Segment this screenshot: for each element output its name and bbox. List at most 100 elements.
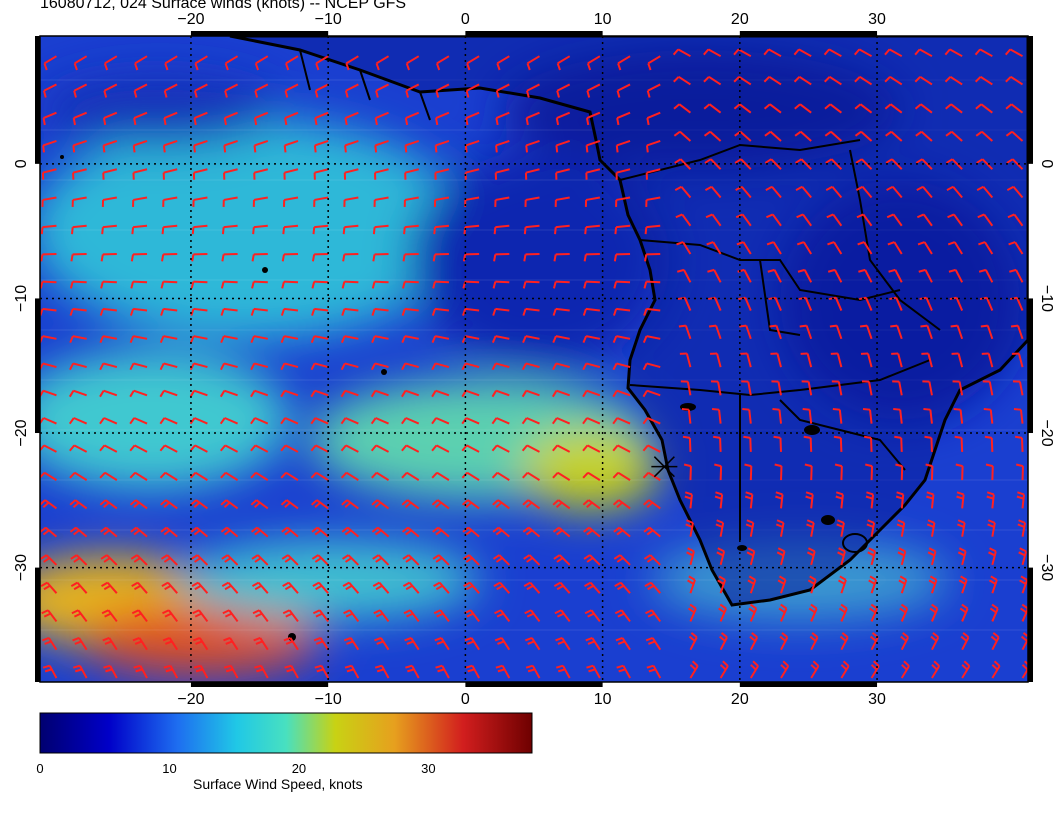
wind-barb bbox=[1012, 380, 1024, 396]
wind-barb bbox=[836, 519, 845, 537]
wind-barb bbox=[583, 253, 600, 262]
wind-barb bbox=[552, 526, 571, 538]
wind-barb bbox=[340, 471, 359, 481]
wind-barb bbox=[162, 609, 179, 623]
wind-barb bbox=[946, 185, 963, 199]
wind-barb bbox=[374, 140, 389, 153]
wind-barb bbox=[642, 417, 661, 425]
wind-barb bbox=[494, 168, 510, 180]
wind-barb bbox=[524, 168, 540, 180]
wind-barb bbox=[800, 352, 813, 368]
wind-barb bbox=[280, 389, 299, 398]
wind-barb bbox=[431, 307, 450, 316]
wind-barb bbox=[69, 307, 87, 316]
wind-barb bbox=[961, 660, 971, 679]
wind-barb bbox=[219, 417, 239, 425]
colorbar-tick-label: 20 bbox=[292, 761, 306, 776]
wind-barb bbox=[160, 280, 178, 289]
wind-barb bbox=[71, 609, 88, 623]
wind-barb bbox=[432, 253, 449, 262]
frame-bar-top bbox=[739, 31, 878, 36]
wind-barb bbox=[646, 111, 661, 126]
wind-barb bbox=[552, 499, 571, 510]
wind-barb bbox=[491, 389, 510, 398]
wind-barb bbox=[189, 389, 208, 398]
wind-barb bbox=[341, 526, 360, 538]
wind-barb bbox=[586, 83, 601, 98]
wind-barb bbox=[132, 140, 148, 153]
wind-barb bbox=[948, 268, 964, 283]
wind-barb bbox=[521, 362, 540, 371]
wind-barb bbox=[313, 140, 329, 153]
wind-barb bbox=[343, 636, 360, 651]
wind-barb bbox=[280, 499, 299, 510]
wind-barb bbox=[615, 140, 631, 153]
lat-tick-label-left: −30 bbox=[13, 554, 30, 581]
wind-barb bbox=[522, 335, 540, 343]
wind-barb bbox=[555, 140, 570, 153]
wind-barb bbox=[552, 471, 571, 481]
wind-barb bbox=[795, 185, 812, 199]
wind-barb bbox=[552, 362, 570, 371]
wind-barb bbox=[100, 526, 118, 538]
wind-barb bbox=[947, 213, 963, 227]
wind-barb bbox=[160, 307, 178, 316]
wind-barb bbox=[40, 224, 57, 235]
wind-barb bbox=[435, 664, 450, 679]
wind-barb bbox=[801, 380, 813, 396]
wind-barb bbox=[189, 444, 208, 453]
wind-barb bbox=[928, 575, 938, 594]
wind-barb bbox=[40, 526, 58, 538]
wind-barb bbox=[69, 526, 88, 538]
wind-barb bbox=[974, 48, 993, 58]
wind-barb bbox=[1013, 408, 1024, 424]
wind-barb bbox=[714, 463, 723, 481]
wind-barb bbox=[858, 268, 873, 283]
wind-barb bbox=[402, 554, 420, 566]
wind-barb bbox=[793, 48, 812, 58]
wind-barb bbox=[404, 140, 420, 153]
wind-barb bbox=[706, 241, 722, 255]
lon-tick-label-bottom: 10 bbox=[594, 691, 612, 708]
wind-barb bbox=[131, 609, 148, 623]
wind-barb bbox=[615, 196, 631, 207]
wind-barb bbox=[717, 575, 727, 594]
wind-barb bbox=[373, 196, 389, 207]
wind-barb bbox=[645, 609, 662, 623]
wind-barb bbox=[552, 307, 570, 316]
wind-barb bbox=[462, 253, 480, 262]
wind-barb bbox=[431, 362, 450, 371]
wind-barb bbox=[280, 471, 299, 481]
wind-barb bbox=[930, 632, 940, 651]
wind-barb bbox=[341, 280, 359, 289]
wind-barb bbox=[129, 389, 148, 398]
wind-barb bbox=[673, 130, 692, 142]
wind-barb bbox=[794, 103, 812, 114]
wind-barb bbox=[827, 241, 843, 255]
wind-barb bbox=[284, 83, 299, 98]
wind-barb bbox=[315, 55, 329, 71]
wind-barb bbox=[523, 581, 541, 594]
frame-bar-top bbox=[465, 31, 603, 36]
wind-barb bbox=[582, 417, 601, 425]
wind-barb bbox=[192, 636, 209, 651]
wind-barb bbox=[189, 417, 208, 425]
wind-barb bbox=[129, 444, 148, 453]
wind-barb bbox=[342, 581, 360, 594]
wind-barb bbox=[343, 168, 359, 180]
wind-barb bbox=[522, 280, 540, 289]
wind-barb bbox=[824, 103, 842, 114]
wind-barb bbox=[860, 352, 873, 368]
wind-barb bbox=[1004, 48, 1023, 58]
wind-barb bbox=[223, 111, 238, 126]
wind-barb bbox=[403, 196, 419, 207]
wind-barb bbox=[673, 103, 692, 114]
wind-barb bbox=[130, 253, 148, 262]
wind-barb bbox=[676, 268, 692, 283]
wind-barb bbox=[42, 111, 57, 126]
wind-barb bbox=[220, 526, 239, 538]
wind-barb bbox=[314, 664, 330, 679]
wind-barb bbox=[99, 335, 118, 343]
wind-barb bbox=[642, 362, 661, 371]
wind-barb bbox=[900, 632, 910, 651]
